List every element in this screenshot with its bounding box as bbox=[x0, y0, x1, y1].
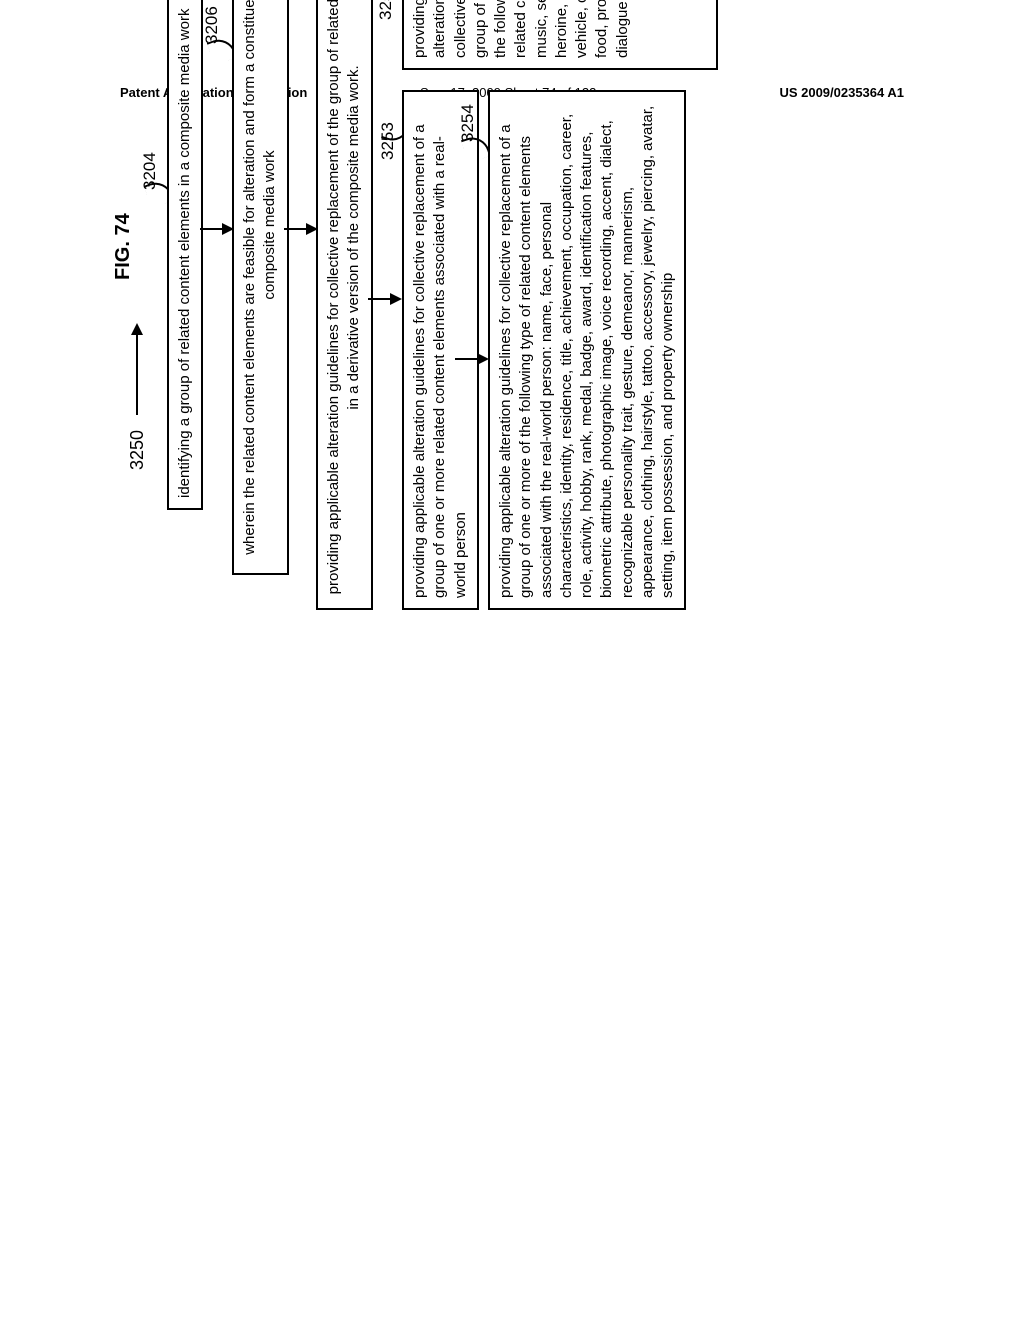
box-3206: wherein the related content elements are… bbox=[232, 0, 289, 575]
arrow-c bbox=[368, 298, 400, 300]
ref-3252: 3252 bbox=[376, 0, 396, 20]
figure-title: FIG. 74 bbox=[112, 213, 135, 280]
arrow-a bbox=[200, 228, 232, 230]
flowchart-diagram: FIG. 74 3250 3204 identifying a group of… bbox=[112, 0, 1012, 650]
box-3208: providing applicable alteration guidelin… bbox=[316, 0, 373, 610]
arrow-d bbox=[455, 358, 487, 360]
ref-3250: 3250 bbox=[127, 430, 148, 470]
arrow-3250 bbox=[136, 325, 138, 415]
box-3254: providing applicable alteration guidelin… bbox=[488, 90, 686, 610]
box-3204: identifying a group of related content e… bbox=[167, 0, 203, 510]
ref-3254: 3254 bbox=[458, 104, 478, 142]
ref-3206: 3206 bbox=[202, 6, 222, 44]
box-3252: providing applicable alteration guidelin… bbox=[402, 0, 718, 70]
arrow-b bbox=[284, 228, 316, 230]
box-3253: providing applicable alteration guidelin… bbox=[402, 90, 479, 610]
